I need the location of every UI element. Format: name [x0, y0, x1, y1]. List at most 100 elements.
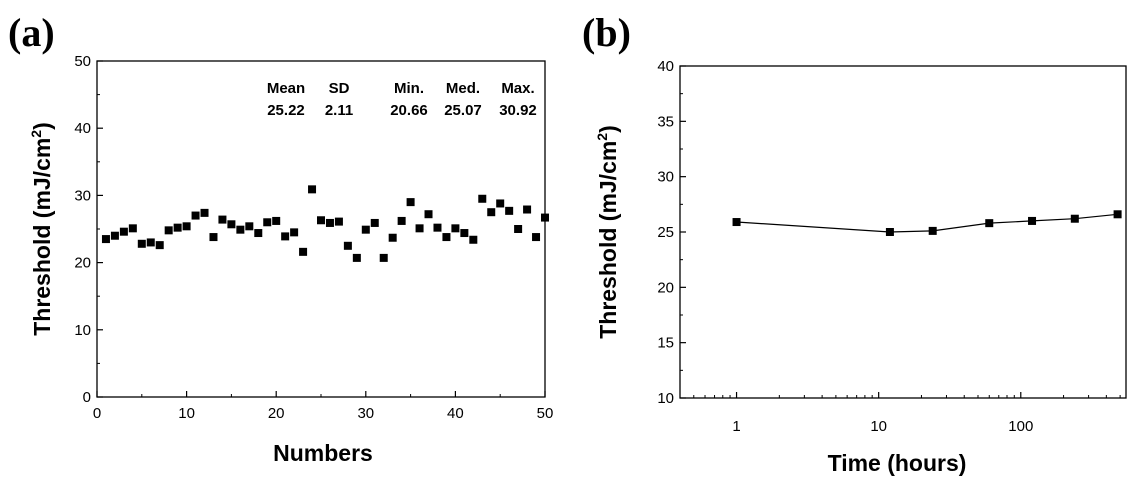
stat-value: 2.11	[325, 102, 353, 119]
data-point-a	[218, 215, 227, 224]
data-point-a	[541, 213, 549, 222]
data-point-a	[119, 227, 128, 236]
data-point-a	[415, 224, 424, 233]
stat-value: 20.66	[390, 102, 428, 119]
y-tick-label-a: 40	[74, 120, 91, 137]
data-point-a	[370, 218, 379, 227]
stat-label: Min.	[394, 80, 424, 97]
data-point-a	[451, 224, 460, 233]
data-point-a	[361, 225, 370, 234]
data-point-b	[1113, 210, 1122, 219]
data-point-a	[200, 208, 209, 217]
data-point-a	[424, 210, 433, 219]
chart-b: (b) 1 10 100 10 15 20 25 30 35 40 Time (hours) T…	[582, 10, 1127, 476]
y-tick-label-b: 25	[657, 224, 674, 241]
data-point-b	[732, 218, 741, 227]
chart-a: (a) 0 10 20 30 40 50 0 10 20 30 40 50 Mean 25.22 SD 2…	[8, 10, 553, 466]
y-ticks-a: 0 10 20 30 40 50	[74, 53, 103, 406]
x-tick-label-a: 50	[537, 405, 554, 422]
data-point-a	[334, 217, 343, 226]
x-axis-title-a: Numbers	[273, 440, 373, 466]
x-tick-label-b: 1	[732, 418, 740, 435]
data-point-a	[101, 235, 110, 244]
data-point-b	[1028, 216, 1037, 225]
y-tick-label-a: 0	[83, 389, 91, 406]
data-point-a	[290, 228, 299, 237]
data-point-a	[406, 198, 415, 207]
y-tick-label-b: 10	[657, 390, 674, 407]
data-point-a	[532, 233, 541, 242]
stats-table: Mean 25.22 SD 2.11 Min. 20.66 Med. 25.07 Max. 30.…	[267, 80, 537, 119]
stat-value: 30.92	[499, 102, 537, 119]
data-point-a	[272, 216, 281, 225]
data-point-a	[343, 241, 352, 250]
stat-value: 25.07	[444, 102, 482, 119]
y-axis-title-a-close: )	[29, 122, 55, 130]
data-point-a	[388, 233, 397, 242]
data-points-a	[101, 185, 549, 262]
data-point-b	[985, 219, 994, 228]
data-point-a	[496, 199, 505, 208]
y-axis-title-a: Threshold (mJ/cm2)	[28, 122, 55, 336]
data-point-a	[487, 208, 496, 217]
data-point-a	[281, 232, 290, 241]
data-point-a	[191, 211, 200, 220]
y-axis-title-a-sup: 2	[28, 130, 44, 138]
data-point-a	[254, 229, 263, 238]
y-tick-label-a: 10	[74, 322, 91, 339]
data-point-a	[146, 238, 155, 247]
data-point-a	[433, 223, 442, 232]
data-point-a	[469, 235, 478, 244]
x-ticks-b: 1 10 100	[693, 392, 1121, 435]
stat-label: Mean	[267, 80, 305, 97]
data-point-a	[325, 218, 334, 227]
x-tick-label-a: 30	[357, 405, 374, 422]
y-tick-label-b: 30	[657, 169, 674, 186]
data-point-a	[397, 216, 406, 225]
y-ticks-b: 10 15 20 25 30 35 40	[657, 58, 686, 407]
data-points-b	[732, 210, 1122, 236]
data-point-a	[245, 222, 254, 231]
x-tick-label-a: 10	[178, 405, 195, 422]
y-tick-label-a: 30	[74, 187, 91, 204]
x-tick-label-a: 40	[447, 405, 464, 422]
x-tick-label-b: 100	[1008, 418, 1033, 435]
y-tick-label-b: 40	[657, 58, 674, 75]
x-tick-label-a: 20	[268, 405, 285, 422]
y-axis-title-b: Threshold (mJ/cm2)	[594, 125, 621, 339]
y-tick-label-b: 20	[657, 279, 674, 296]
y-tick-label-b: 35	[657, 113, 674, 130]
data-point-a	[182, 222, 191, 231]
data-point-a	[505, 206, 514, 215]
data-point-b	[1070, 214, 1079, 223]
data-point-a	[155, 241, 164, 250]
stat-label: Med.	[446, 80, 480, 97]
y-tick-label-a: 50	[74, 53, 91, 70]
data-point-a	[299, 247, 308, 256]
x-tick-label-b: 10	[870, 418, 887, 435]
data-point-a	[352, 253, 361, 262]
data-point-a	[478, 194, 487, 203]
y-tick-label-b: 15	[657, 335, 674, 352]
panel-label-b: (b)	[582, 10, 631, 55]
y-axis-title-b-sup: 2	[594, 133, 610, 141]
data-point-a	[164, 226, 173, 235]
series-line-b	[736, 213, 1118, 233]
y-axis-title-a-main: Threshold (mJ/cm	[29, 138, 55, 336]
data-point-a	[137, 239, 146, 248]
y-axis-title-b-close: )	[595, 125, 621, 133]
data-point-a	[308, 185, 317, 194]
x-tick-label-a: 0	[93, 405, 101, 422]
y-tick-label-a: 20	[74, 255, 91, 272]
data-point-a	[236, 225, 245, 234]
stat-value: 25.22	[267, 102, 305, 119]
data-point-a	[523, 205, 532, 214]
data-point-a	[379, 253, 388, 262]
stat-label: Max.	[501, 80, 534, 97]
data-point-a	[209, 233, 218, 242]
y-axis-title-b-main: Threshold (mJ/cm	[595, 141, 621, 339]
data-point-a	[442, 233, 451, 242]
stat-label: SD	[329, 80, 350, 97]
x-axis-title-b: Time (hours)	[828, 450, 967, 476]
data-point-a	[317, 216, 325, 225]
